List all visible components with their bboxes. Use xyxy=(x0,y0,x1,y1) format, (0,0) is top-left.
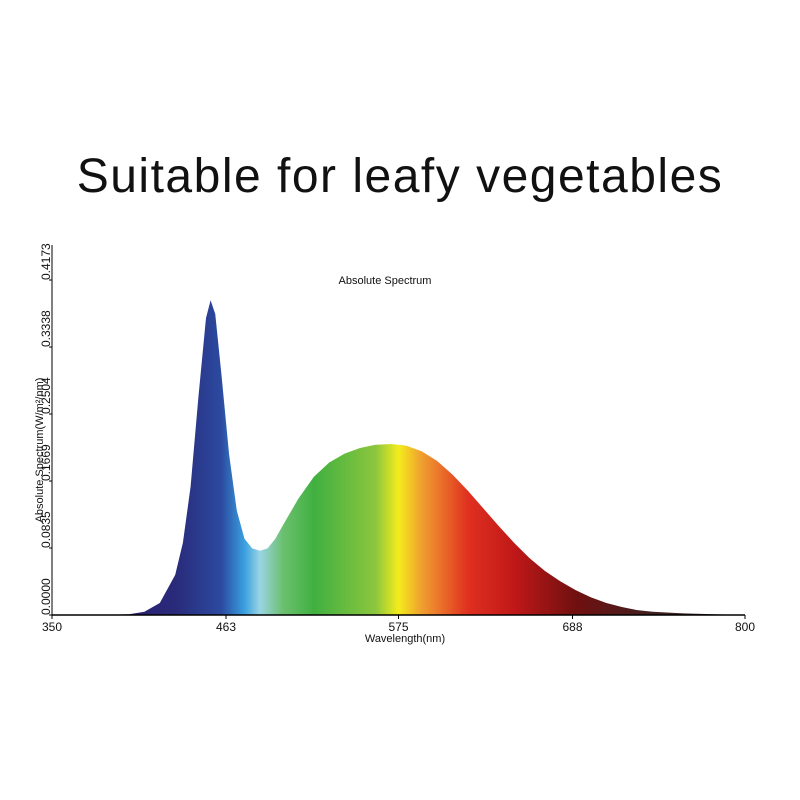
y-axis-label: Absolute Spectrum(W/m²/nm) xyxy=(34,378,46,523)
x-axis-label: Wavelength(nm) xyxy=(365,633,445,645)
y-tick-label: 0.1669 xyxy=(39,444,53,481)
chart-title: Absolute Spectrum xyxy=(339,275,432,287)
heading: Suitable for leafy vegetables xyxy=(77,150,724,203)
x-tick-label: 688 xyxy=(563,620,583,634)
y-tick-label: 0.2504 xyxy=(39,377,53,414)
y-tick-label: 0.4173 xyxy=(39,243,53,280)
y-tick-label: 0.0000 xyxy=(39,578,53,615)
y-tick-label: 0.0835 xyxy=(39,511,53,548)
y-tick-label: 0.3338 xyxy=(39,310,53,347)
spectrum-area xyxy=(98,300,745,615)
x-tick-label: 575 xyxy=(388,620,408,634)
x-tick-label: 800 xyxy=(735,620,755,634)
x-tick-label: 463 xyxy=(216,620,236,634)
x-tick-label: 350 xyxy=(42,620,62,634)
